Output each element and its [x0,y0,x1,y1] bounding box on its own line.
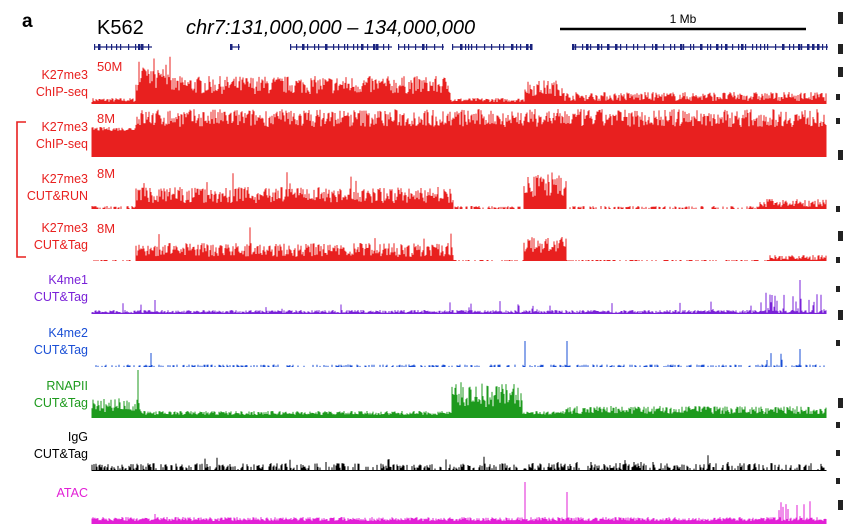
track-label-igg: IgG CUT&Tag [34,430,88,461]
signal-track-k4me1 [91,280,827,314]
track-label-k27me3-chipseq-1: K27me3 ChIP-seq 50M [36,59,122,99]
svg-text:K27me3: K27me3 [41,172,88,186]
track-scale: 8M [97,166,115,181]
track-label-k4me2: K4me2 CUT&Tag [34,326,88,357]
svg-text:ChIP-seq: ChIP-seq [36,85,88,99]
signal-track-k27me3-chipseq-2 [91,109,827,157]
svg-text:K27me3: K27me3 [41,68,88,82]
svg-text:CUT&Tag: CUT&Tag [34,396,88,410]
track-scale: 50M [97,59,122,74]
svg-text:RNAPII: RNAPII [46,379,88,393]
svg-text:CUT&RUN: CUT&RUN [27,189,88,203]
gene-annotation-track [94,44,828,50]
svg-text:CUT&Tag: CUT&Tag [34,447,88,461]
signal-track-k27me3-cutrun [91,172,827,209]
svg-text:CUT&Tag: CUT&Tag [34,238,88,252]
track-label-k27me3-cuttag: K27me3 CUT&Tag 8M [34,221,115,252]
svg-text:K4me1: K4me1 [48,273,88,287]
scale-bar-label: 1 Mb [670,12,697,26]
track-label-k4me1: K4me1 CUT&Tag [34,273,88,304]
track-label-rnapii: RNAPII CUT&Tag [34,379,88,410]
cell-line-label: K562 [97,17,144,39]
svg-text:CUT&Tag: CUT&Tag [34,343,88,357]
genomic-region-label: chr7:131,000,000 – 134,000,000 [186,17,475,39]
track-scale: 8M [97,221,115,236]
cropped-margin-text [836,12,843,510]
panel-label: a [22,11,33,32]
track-label-atac: ATAC [57,486,88,500]
signal-track-k4me2 [95,341,825,367]
signal-track-rnapii [91,370,827,418]
svg-text:IgG: IgG [68,430,88,444]
k27me3-comparison-bracket [16,121,26,258]
svg-text:K4me2: K4me2 [48,326,88,340]
svg-text:ChIP-seq: ChIP-seq [36,137,88,151]
svg-text:K27me3: K27me3 [41,120,88,134]
signal-track-igg [91,455,827,471]
svg-text:ATAC: ATAC [57,486,88,500]
svg-text:CUT&Tag: CUT&Tag [34,290,88,304]
signal-track-k27me3-cuttag [93,227,827,261]
track-label-k27me3-chipseq-2: K27me3 ChIP-seq 8M [36,111,115,151]
signal-track-k27me3-chipseq-1 [91,56,827,104]
svg-text:K27me3: K27me3 [41,221,88,235]
track-scale: 8M [97,111,115,126]
track-label-k27me3-cutrun: K27me3 CUT&RUN 8M [27,166,115,203]
signal-track-atac [91,482,827,524]
